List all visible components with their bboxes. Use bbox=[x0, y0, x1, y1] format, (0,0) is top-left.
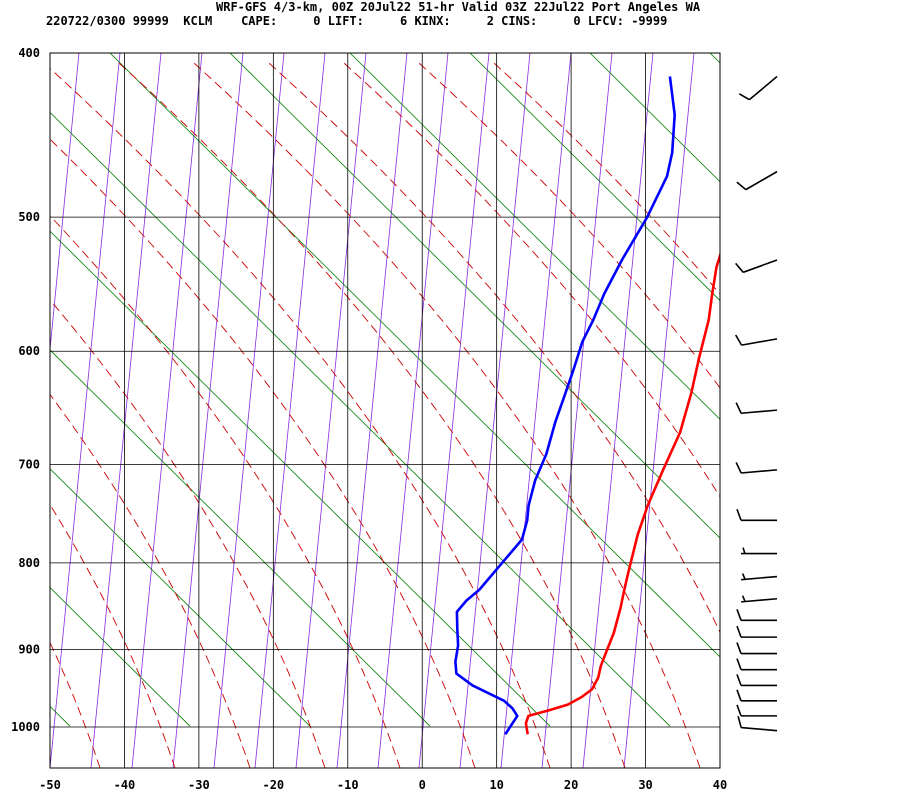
moist-adiabat-line bbox=[343, 62, 720, 498]
mixing-ratio-line bbox=[0, 53, 38, 768]
wind-barb-shaft bbox=[741, 469, 778, 474]
x-tick-label: -10 bbox=[337, 778, 359, 792]
moist-adiabat-line bbox=[50, 503, 176, 768]
wind-barb-half bbox=[741, 573, 746, 580]
moist-adiabat-line bbox=[50, 641, 101, 768]
moist-adiabat-line bbox=[268, 62, 720, 634]
wind-barb-shaft bbox=[741, 575, 778, 581]
wind-barb-full bbox=[737, 716, 742, 728]
wind-barb-shaft bbox=[741, 726, 778, 732]
mixing-ratio-line bbox=[582, 53, 654, 768]
wind-barb-full bbox=[738, 93, 750, 101]
sounding-line bbox=[454, 76, 677, 736]
x-tick-label: -20 bbox=[262, 778, 284, 792]
y-tick-label: 700 bbox=[18, 458, 40, 472]
x-tick-label: -40 bbox=[114, 778, 136, 792]
mixing-ratio-line bbox=[295, 53, 367, 768]
dry-adiabat-line bbox=[109, 53, 720, 658]
wind-barb-full bbox=[736, 181, 747, 191]
wind-barb-full bbox=[736, 609, 742, 621]
dry-adiabat-line bbox=[229, 53, 720, 539]
moist-adiabat-line bbox=[118, 62, 626, 768]
dry-adiabat-line bbox=[349, 53, 720, 420]
x-tick-label: 20 bbox=[564, 778, 578, 792]
sounding-series bbox=[454, 76, 720, 736]
dry-adiabat-line bbox=[50, 230, 551, 727]
dry-adiabat-line bbox=[469, 53, 720, 302]
tick-labels: -50 -40 -30 -20 -10 0 10 20 30 40 400 500 600 700 800 9… bbox=[11, 46, 727, 792]
wind-barbs bbox=[735, 75, 778, 732]
mixing-ratio-line bbox=[623, 53, 695, 768]
wind-barb-shaft bbox=[741, 409, 778, 415]
x-tick-label: 0 bbox=[419, 778, 426, 792]
moist-adiabat-line bbox=[50, 215, 401, 768]
sounding-indices: 220722/0300 99999 KCLM CAPE: 0 LIFT: 6 K… bbox=[46, 14, 668, 28]
dry-adiabat-line bbox=[50, 705, 71, 727]
y-tick-label: 900 bbox=[18, 642, 40, 656]
moist-adiabat-line bbox=[50, 299, 326, 768]
sounding-line bbox=[524, 251, 720, 735]
mixing-ratio-line bbox=[336, 53, 408, 768]
wind-barb-full bbox=[735, 402, 742, 414]
mixing-ratio-line bbox=[131, 53, 203, 768]
dry-adiabat-line bbox=[50, 111, 671, 727]
wind-barb-full bbox=[735, 262, 744, 273]
wind-barb-full bbox=[736, 674, 742, 686]
y-tick-label: 800 bbox=[18, 556, 40, 570]
dry-adiabat-line bbox=[50, 349, 431, 727]
mixing-ratio-line bbox=[500, 53, 572, 768]
moist-adiabat-line bbox=[50, 67, 551, 768]
chart-title: WRF-GFS 4/3-km, 00Z 20Jul22 51-hr Valid … bbox=[216, 0, 701, 14]
mixing-ratio-line bbox=[418, 53, 490, 768]
dry-adiabat-line bbox=[589, 53, 720, 183]
y-tick-label: 500 bbox=[18, 210, 40, 224]
plot-frame bbox=[49, 52, 721, 769]
wind-barb-shaft bbox=[745, 170, 778, 191]
moist-adiabat-line bbox=[193, 62, 701, 768]
y-tick-label: 400 bbox=[18, 46, 40, 60]
wind-barb-full bbox=[735, 462, 742, 474]
x-tick-label: 40 bbox=[713, 778, 727, 792]
mixing-ratio-line bbox=[254, 53, 326, 768]
x-tick-label: 30 bbox=[638, 778, 652, 792]
dry-adiabat-line bbox=[830, 53, 900, 726]
mixing-ratio-line bbox=[172, 53, 244, 768]
mixing-ratio-line bbox=[377, 53, 449, 768]
wind-barb-shaft bbox=[748, 75, 778, 101]
wind-barb-full bbox=[735, 334, 743, 346]
moist-adiabat-line bbox=[50, 138, 476, 768]
mixing-ratio-line bbox=[50, 53, 80, 354]
wind-barb-full bbox=[736, 704, 742, 717]
wind-barb-full bbox=[736, 642, 742, 654]
wind-barb-shaft bbox=[741, 338, 778, 346]
moist-adiabat-line bbox=[50, 393, 251, 768]
mixing-ratio-line bbox=[541, 53, 613, 768]
wind-barb-full bbox=[736, 509, 742, 521]
mixing-ratio-line bbox=[50, 53, 121, 768]
y-tick-label: 1000 bbox=[11, 720, 40, 734]
dry-adiabat-line bbox=[709, 53, 720, 64]
wind-barb-full bbox=[736, 658, 742, 670]
mixing-ratio-line bbox=[459, 53, 531, 768]
mixing-ratio-line bbox=[90, 53, 162, 768]
x-tick-label: 10 bbox=[489, 778, 503, 792]
wind-barb-full bbox=[736, 689, 742, 702]
wind-barb-full bbox=[736, 625, 742, 638]
x-tick-label: -30 bbox=[188, 778, 210, 792]
wind-barb-shaft bbox=[742, 259, 778, 274]
dry-adiabat-line bbox=[50, 587, 191, 727]
moist-adiabat-line bbox=[0, 63, 25, 768]
wind-barb-shaft bbox=[741, 597, 778, 603]
y-tick-label: 600 bbox=[18, 344, 40, 358]
x-tick-label: -50 bbox=[39, 778, 61, 792]
wind-barb-half bbox=[741, 595, 746, 602]
moist-adiabat-line bbox=[418, 62, 720, 389]
mixing-ratio-line bbox=[213, 53, 285, 768]
wind-barb-half bbox=[742, 547, 746, 554]
background-lines bbox=[0, 53, 900, 768]
dry-adiabat-line bbox=[50, 468, 311, 727]
moist-adiabat-line bbox=[493, 62, 720, 295]
